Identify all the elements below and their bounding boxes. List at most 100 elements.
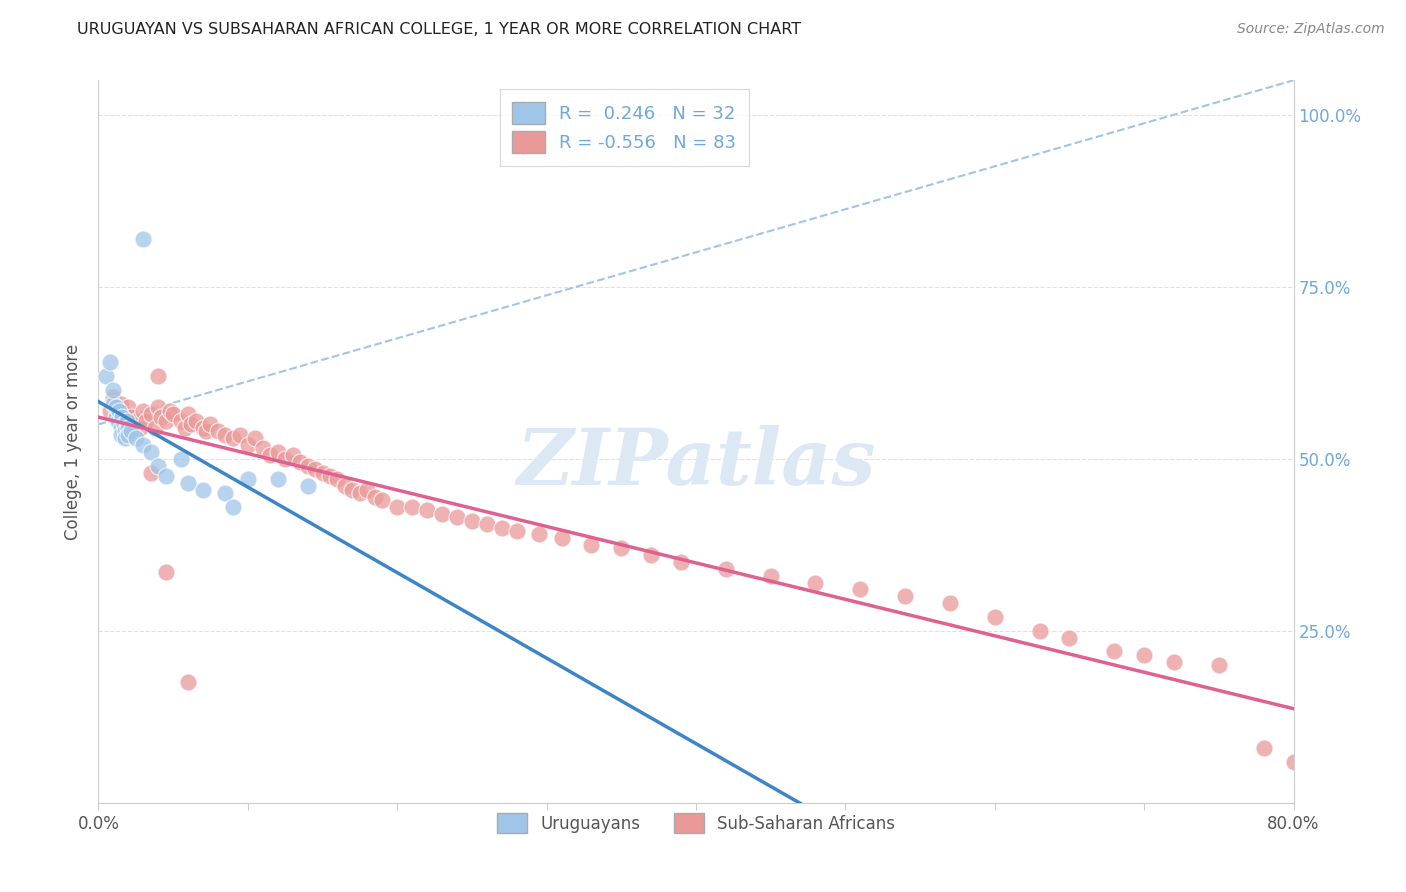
Point bbox=[939, 596, 962, 610]
Point bbox=[159, 403, 181, 417]
Point bbox=[180, 417, 202, 432]
Point bbox=[115, 414, 138, 428]
Point bbox=[111, 410, 134, 425]
Point bbox=[385, 500, 409, 514]
Point bbox=[110, 427, 132, 442]
Point bbox=[162, 407, 184, 421]
Point bbox=[267, 472, 290, 486]
Point bbox=[236, 438, 259, 452]
Legend: Uruguayans, Sub-Saharan Africans: Uruguayans, Sub-Saharan Africans bbox=[485, 801, 907, 845]
Point bbox=[155, 566, 177, 580]
Point bbox=[245, 431, 267, 445]
Point bbox=[117, 400, 139, 414]
Point bbox=[804, 575, 827, 590]
Point bbox=[214, 427, 236, 442]
Point bbox=[229, 427, 252, 442]
Point bbox=[191, 421, 214, 435]
Point bbox=[125, 431, 148, 445]
Y-axis label: College, 1 year or more: College, 1 year or more bbox=[65, 343, 83, 540]
Point bbox=[191, 483, 214, 497]
Point bbox=[105, 410, 128, 425]
Point bbox=[371, 493, 394, 508]
Point bbox=[184, 414, 207, 428]
Point bbox=[281, 448, 304, 462]
Point bbox=[581, 538, 603, 552]
Point bbox=[139, 445, 162, 459]
Point bbox=[105, 400, 128, 414]
Point bbox=[319, 469, 342, 483]
Point bbox=[105, 410, 128, 425]
Point bbox=[1104, 644, 1126, 658]
Point bbox=[714, 562, 737, 576]
Point bbox=[759, 568, 782, 582]
Point bbox=[114, 407, 136, 421]
Text: URUGUAYAN VS SUBSAHARAN AFRICAN COLLEGE, 1 YEAR OR MORE CORRELATION CHART: URUGUAYAN VS SUBSAHARAN AFRICAN COLLEGE,… bbox=[77, 22, 801, 37]
Point bbox=[1028, 624, 1050, 638]
Point bbox=[112, 417, 135, 432]
Point bbox=[132, 403, 155, 417]
Point bbox=[416, 503, 439, 517]
Point bbox=[356, 483, 378, 497]
Point bbox=[103, 383, 125, 397]
Point bbox=[1163, 655, 1185, 669]
Point bbox=[139, 466, 162, 480]
Point bbox=[110, 397, 132, 411]
Point bbox=[401, 500, 423, 514]
Point bbox=[120, 424, 142, 438]
Point bbox=[849, 582, 872, 597]
Point bbox=[117, 421, 139, 435]
Point bbox=[506, 524, 529, 538]
Point bbox=[125, 414, 148, 428]
Point bbox=[461, 514, 484, 528]
Point bbox=[252, 442, 274, 456]
Point bbox=[364, 490, 387, 504]
Point bbox=[177, 675, 200, 690]
Point bbox=[195, 424, 218, 438]
Point bbox=[333, 479, 356, 493]
Point bbox=[475, 517, 498, 532]
Point bbox=[148, 369, 170, 384]
Point bbox=[143, 421, 166, 435]
Point bbox=[214, 486, 236, 500]
Point bbox=[527, 527, 550, 541]
Point bbox=[430, 507, 453, 521]
Point bbox=[108, 403, 131, 417]
Point bbox=[1059, 631, 1081, 645]
Point bbox=[342, 483, 364, 497]
Point bbox=[148, 400, 170, 414]
Point bbox=[1282, 755, 1305, 769]
Point bbox=[274, 451, 297, 466]
Point bbox=[155, 414, 177, 428]
Point bbox=[311, 466, 333, 480]
Point bbox=[984, 610, 1007, 624]
Point bbox=[110, 421, 132, 435]
Point bbox=[150, 410, 173, 425]
Point bbox=[288, 455, 311, 469]
Point bbox=[177, 407, 200, 421]
Point bbox=[114, 424, 136, 438]
Point bbox=[669, 555, 692, 569]
Point bbox=[94, 369, 117, 384]
Point bbox=[135, 414, 157, 428]
Point bbox=[610, 541, 633, 556]
Point bbox=[207, 424, 229, 438]
Point bbox=[107, 414, 129, 428]
Point bbox=[98, 355, 122, 369]
Point bbox=[267, 445, 290, 459]
Point bbox=[297, 479, 319, 493]
Point bbox=[103, 397, 125, 411]
Point bbox=[491, 520, 513, 534]
Point bbox=[177, 475, 200, 490]
Point bbox=[169, 414, 191, 428]
Point bbox=[117, 427, 139, 442]
Point bbox=[132, 438, 155, 452]
Point bbox=[446, 510, 468, 524]
Point bbox=[259, 448, 281, 462]
Point bbox=[894, 590, 917, 604]
Point bbox=[326, 472, 349, 486]
Point bbox=[120, 410, 142, 425]
Point bbox=[297, 458, 319, 473]
Point bbox=[114, 431, 136, 445]
Point bbox=[550, 531, 572, 545]
Point bbox=[1133, 648, 1156, 662]
